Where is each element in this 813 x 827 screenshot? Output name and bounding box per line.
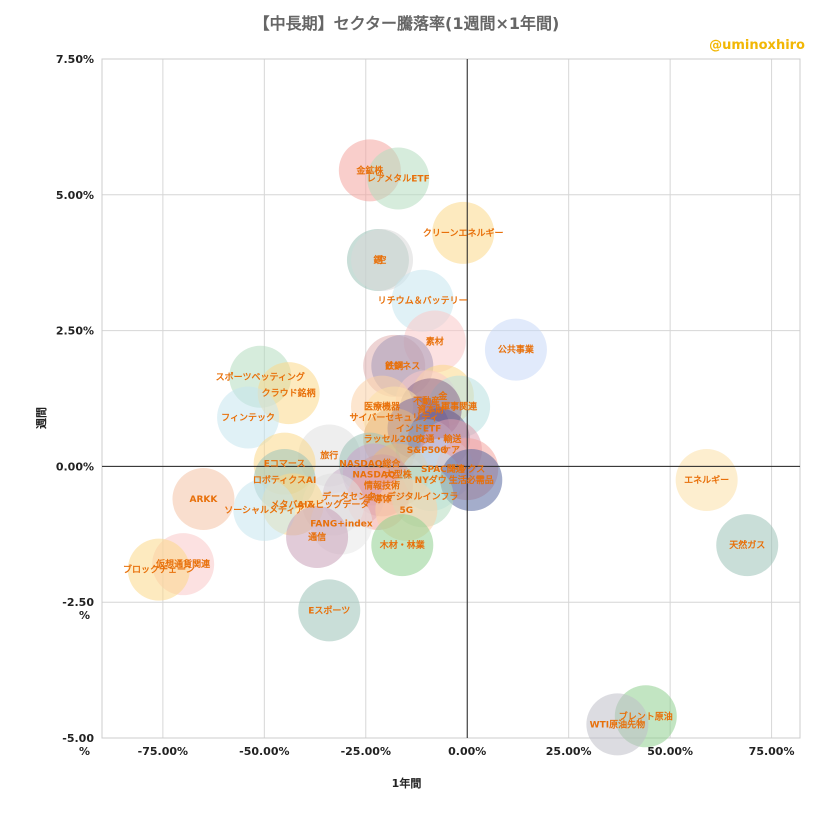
- x-tick-label: -50.00%: [239, 745, 289, 758]
- y-axis-label: 週間: [35, 407, 48, 429]
- data-point: [484, 318, 547, 381]
- data-label: 素材: [426, 335, 444, 347]
- data-label: 仮想通貨関連: [155, 558, 211, 570]
- y-tick-label: 7.50%: [56, 53, 94, 66]
- data-label: インドETF: [396, 423, 441, 434]
- data-label: 公共事業: [498, 344, 535, 356]
- data-point: [298, 579, 361, 642]
- data-label: スポーツベッティング: [216, 371, 305, 383]
- y-tick-label: -5.00: [62, 732, 94, 745]
- data-label: 5G: [400, 506, 414, 516]
- data-label: FANG+index: [310, 519, 373, 529]
- data-label: クリーンエネルギー: [423, 227, 504, 239]
- chart-title: 【中長期】セクター騰落率(1週間×1年間): [253, 14, 560, 33]
- data-label: Eスポーツ: [308, 604, 350, 616]
- data-label: データセンター: [322, 490, 385, 502]
- data-label: WTI原油先物: [590, 718, 645, 730]
- data-label: レアメタルETF: [367, 173, 430, 185]
- data-label: 交通・輸送: [416, 433, 462, 445]
- data-label: トックス: [449, 464, 485, 475]
- x-tick-label: 0.00%: [448, 745, 486, 758]
- x-tick-label: -25.00%: [341, 745, 391, 758]
- data-point: [432, 201, 495, 264]
- data-label: 生活必需品: [449, 474, 494, 486]
- data-point: [172, 467, 235, 530]
- data-label: 旅行: [320, 450, 338, 462]
- x-tick-label: -75.00%: [138, 745, 188, 758]
- data-point: [127, 538, 190, 601]
- data-label: AI&ビッグデータ: [297, 498, 369, 510]
- data-label: ラッセル2000: [364, 434, 425, 445]
- data-label: 軍事関連: [441, 401, 478, 413]
- data-label: ブレント原油: [619, 710, 673, 722]
- data-label: 木材・林業: [379, 539, 426, 551]
- data-label: NASDAQ総合: [339, 458, 401, 470]
- data-point: [716, 514, 779, 577]
- y-tick-label: 0.00%: [56, 460, 94, 473]
- data-label: リチウム＆バッテリー: [378, 296, 468, 307]
- x-axis-label: 1年間: [391, 777, 422, 790]
- y-tick-label: 2.50%: [56, 325, 94, 338]
- data-label: 銅: [373, 254, 382, 266]
- data-label: デジタルインフラ: [387, 490, 459, 502]
- data-label: エネルギー: [684, 474, 729, 486]
- x-tick-label: 75.00%: [749, 745, 795, 758]
- plot-border: [101, 58, 801, 739]
- data-label: SPAC関連: [421, 463, 466, 475]
- data-label: 資本財: [417, 403, 444, 415]
- data-label: 大型株: [385, 469, 413, 481]
- data-label: ソーシャルメディア: [224, 504, 304, 516]
- data-label: メタバース: [270, 498, 315, 510]
- data-label: サイバーセキュリティ: [350, 413, 439, 424]
- x-tick-label: 25.00%: [546, 745, 592, 758]
- data-label: ARKK: [190, 495, 219, 505]
- data-point: [367, 147, 430, 210]
- data-label: 通信: [308, 531, 326, 543]
- data-label: NASDAQ: [352, 471, 395, 481]
- data-label: 金鉱株: [355, 164, 384, 176]
- data-label: ビジネス: [384, 360, 420, 372]
- watermark-handle: @uminoxhiro: [709, 38, 805, 53]
- data-label: 不動産: [413, 395, 440, 407]
- data-point: [586, 693, 649, 756]
- data-label: 医療機器: [364, 401, 401, 413]
- data-label: 鉄鋼: [385, 360, 403, 372]
- data-label: 空: [378, 254, 387, 266]
- data-label: クラウド銘柄: [262, 387, 316, 399]
- y-tick-label: %: [79, 609, 90, 622]
- data-label: Eコマース: [264, 459, 306, 470]
- data-label: ロボティクスAI: [253, 474, 317, 486]
- data-point: [351, 228, 414, 291]
- data-label: 情報技術: [363, 479, 400, 491]
- data-point: [286, 506, 349, 569]
- y-tick-label: -2.50: [62, 596, 94, 609]
- data-label: 半導体: [364, 493, 392, 505]
- y-tick-label: 5.00%: [56, 189, 94, 202]
- data-label: 金: [437, 390, 448, 402]
- y-tick-label: %: [79, 745, 90, 758]
- data-label: ケア: [442, 445, 460, 456]
- data-label: フィンテック: [221, 413, 275, 424]
- data-point: [440, 448, 503, 511]
- data-point: [371, 514, 434, 577]
- data-point: [217, 386, 280, 449]
- data-point: [233, 478, 296, 541]
- data-label: S&P500: [407, 446, 447, 456]
- x-tick-label: 50.00%: [647, 745, 693, 758]
- data-point: [675, 448, 738, 511]
- data-label: 天然ガス: [729, 539, 765, 551]
- data-label: NYダウ: [415, 474, 447, 486]
- data-label: ブロックチェーン: [123, 564, 195, 576]
